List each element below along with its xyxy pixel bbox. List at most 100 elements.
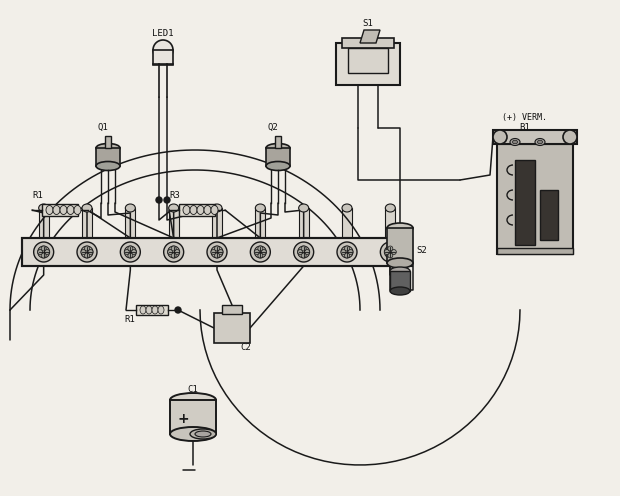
Circle shape [33, 242, 54, 262]
Ellipse shape [96, 143, 120, 152]
Circle shape [41, 253, 46, 258]
Bar [22, 238, 412, 266]
Bar [42, 204, 78, 216]
Bar [96, 148, 120, 166]
Circle shape [125, 249, 130, 254]
Ellipse shape [197, 205, 204, 214]
Ellipse shape [146, 306, 152, 314]
Bar [169, 208, 179, 238]
Bar [82, 208, 92, 238]
Circle shape [211, 249, 216, 254]
Ellipse shape [299, 204, 309, 212]
Ellipse shape [342, 204, 352, 212]
Circle shape [391, 249, 396, 254]
Circle shape [45, 249, 50, 254]
Bar [105, 136, 111, 148]
Circle shape [215, 246, 219, 251]
Ellipse shape [493, 130, 507, 144]
Circle shape [120, 242, 140, 262]
Bar [386, 208, 396, 238]
Ellipse shape [60, 205, 67, 214]
Ellipse shape [183, 205, 190, 214]
Text: Q1: Q1 [97, 123, 108, 132]
Text: C1: C1 [188, 385, 198, 394]
Bar [387, 228, 413, 263]
Bar [266, 148, 290, 166]
Ellipse shape [195, 431, 211, 437]
Ellipse shape [125, 204, 135, 212]
Bar [497, 144, 573, 254]
Circle shape [215, 253, 219, 258]
Bar [390, 271, 410, 291]
Ellipse shape [152, 306, 158, 314]
Circle shape [384, 249, 389, 254]
Circle shape [301, 246, 306, 251]
Ellipse shape [190, 429, 216, 439]
Text: C2: C2 [240, 343, 250, 352]
Ellipse shape [38, 204, 48, 212]
Circle shape [171, 253, 176, 258]
Circle shape [294, 242, 314, 262]
Ellipse shape [390, 287, 410, 295]
Bar [336, 43, 400, 85]
Ellipse shape [140, 306, 146, 314]
Circle shape [254, 249, 259, 254]
Circle shape [38, 249, 43, 254]
Circle shape [211, 246, 223, 258]
Circle shape [131, 249, 136, 254]
Text: +: + [177, 412, 189, 426]
Circle shape [218, 249, 223, 254]
Ellipse shape [538, 140, 542, 144]
Circle shape [254, 246, 267, 258]
Circle shape [341, 246, 353, 258]
Text: R1: R1 [33, 191, 43, 200]
Circle shape [262, 249, 267, 254]
Bar [348, 48, 388, 73]
Ellipse shape [563, 130, 577, 144]
Ellipse shape [255, 204, 265, 212]
Circle shape [38, 246, 50, 258]
Circle shape [388, 253, 393, 258]
Circle shape [128, 246, 133, 251]
Bar [153, 50, 173, 65]
Ellipse shape [53, 205, 60, 214]
Ellipse shape [212, 204, 222, 212]
Circle shape [81, 249, 86, 254]
Circle shape [84, 253, 89, 258]
Ellipse shape [170, 427, 216, 441]
Circle shape [125, 246, 136, 258]
Circle shape [171, 246, 176, 251]
Circle shape [164, 197, 170, 203]
Bar [266, 148, 290, 166]
Ellipse shape [204, 205, 211, 214]
Bar [255, 208, 265, 238]
Text: S1: S1 [363, 19, 373, 28]
Circle shape [88, 249, 93, 254]
Bar [222, 305, 242, 314]
Ellipse shape [387, 258, 413, 268]
Text: B1: B1 [520, 123, 530, 132]
Ellipse shape [510, 138, 520, 145]
Circle shape [348, 249, 353, 254]
Ellipse shape [169, 204, 179, 212]
Circle shape [388, 246, 393, 251]
Circle shape [156, 197, 162, 203]
Bar [179, 204, 215, 216]
Text: R3: R3 [170, 191, 180, 200]
Circle shape [380, 242, 401, 262]
Circle shape [258, 246, 263, 251]
Circle shape [384, 246, 396, 258]
Text: Q2: Q2 [268, 123, 278, 132]
Circle shape [175, 307, 181, 313]
Text: (+) VERM.: (+) VERM. [502, 113, 547, 122]
Bar [125, 208, 135, 238]
Bar [22, 238, 412, 266]
Circle shape [304, 249, 309, 254]
Ellipse shape [82, 204, 92, 212]
Circle shape [164, 242, 184, 262]
Bar [497, 248, 573, 254]
Circle shape [128, 253, 133, 258]
Bar [96, 148, 120, 166]
Ellipse shape [158, 306, 164, 314]
Ellipse shape [535, 138, 545, 145]
